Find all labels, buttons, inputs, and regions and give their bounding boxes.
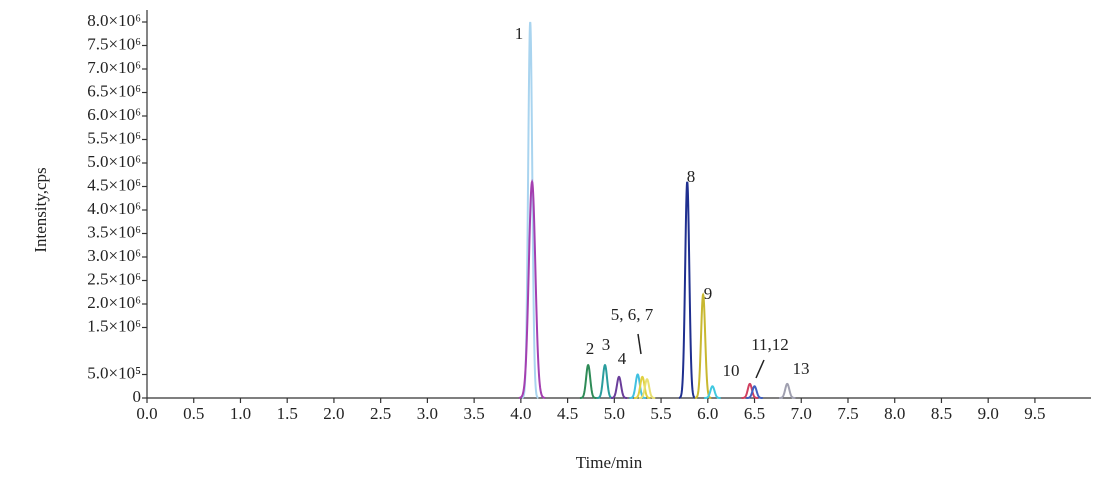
peak [518, 178, 546, 399]
peak-label: 10 [723, 361, 740, 380]
x-tick-label: 0.5 [183, 404, 204, 423]
annotation-arrow [755, 359, 765, 379]
x-tick-label: 6.5 [744, 404, 765, 423]
y-tick-label: 7.0×10⁶ [87, 58, 141, 77]
x-tick-label: 9.5 [1024, 404, 1045, 423]
y-tick-label: 6.0×10⁶ [87, 105, 141, 124]
y-tick-label: 1.5×10⁶ [87, 316, 141, 335]
x-tick-label: 5.0 [604, 404, 625, 423]
y-tick-label: 4.0×10⁶ [87, 199, 141, 218]
x-tick-label: 8.0 [884, 404, 905, 423]
x-tick-label: 1.5 [277, 404, 298, 423]
peak-label: 11,12 [751, 335, 789, 354]
peak-label: 4 [618, 349, 627, 368]
x-tick-label: 5.5 [650, 404, 671, 423]
peak [579, 363, 597, 399]
peak [634, 375, 651, 399]
peak-label: 13 [793, 359, 810, 378]
x-tick-label: 2.5 [370, 404, 391, 423]
annotation-arrow [637, 333, 642, 355]
y-tick-label: 5.0×10⁶ [87, 152, 141, 171]
peak [638, 378, 656, 399]
peak [596, 363, 614, 399]
y-tick-label: 3.5×10⁶ [87, 222, 141, 241]
x-tick-label: 7.5 [837, 404, 858, 423]
peak [694, 292, 712, 399]
x-tick-label: 9.0 [978, 404, 999, 423]
y-tick-label: 3.0×10⁶ [87, 246, 141, 265]
peak [741, 382, 759, 399]
x-tick-label: 4.5 [557, 404, 578, 423]
y-tick-label: 5.5×10⁶ [87, 128, 141, 147]
x-tick-label: 3.0 [417, 404, 438, 423]
x-tick-label: 4.0 [510, 404, 531, 423]
peak [678, 181, 696, 399]
peak-label: 3 [602, 335, 611, 354]
peak [778, 382, 796, 399]
x-tick-label: 1.0 [230, 404, 251, 423]
y-tick-label: 7.5×10⁶ [87, 34, 141, 53]
x-tick-label: 3.5 [464, 404, 485, 423]
x-tick-label: 8.5 [931, 404, 952, 423]
y-tick-label: 2.0×10⁶ [87, 293, 141, 312]
x-axis-title: Time/min [576, 453, 643, 472]
x-tick-label: 0.0 [136, 404, 157, 423]
y-tick-label: 6.5×10⁶ [87, 81, 141, 100]
x-tick-label: 6.0 [697, 404, 718, 423]
peak-label: 2 [586, 339, 595, 358]
peak-label: 5, 6, 7 [611, 305, 654, 324]
y-tick-label: 8.0×10⁶ [87, 11, 141, 30]
peak [704, 385, 721, 399]
y-axis-title: Intensity,cps [31, 167, 50, 252]
x-tick-label: 7.0 [791, 404, 812, 423]
y-tick-label: 5.0×10⁵ [87, 363, 141, 382]
x-tick-label: 2.0 [323, 404, 344, 423]
y-tick-label: 4.5×10⁶ [87, 175, 141, 194]
y-tick-label: 0 [133, 387, 142, 406]
peak [746, 385, 763, 399]
y-tick-label: 2.5×10⁶ [87, 269, 141, 288]
peak-label: 8 [687, 167, 696, 186]
peak-label: 9 [704, 284, 713, 303]
peak-label: 1 [515, 24, 524, 43]
peak [629, 373, 646, 399]
peak [610, 375, 628, 399]
